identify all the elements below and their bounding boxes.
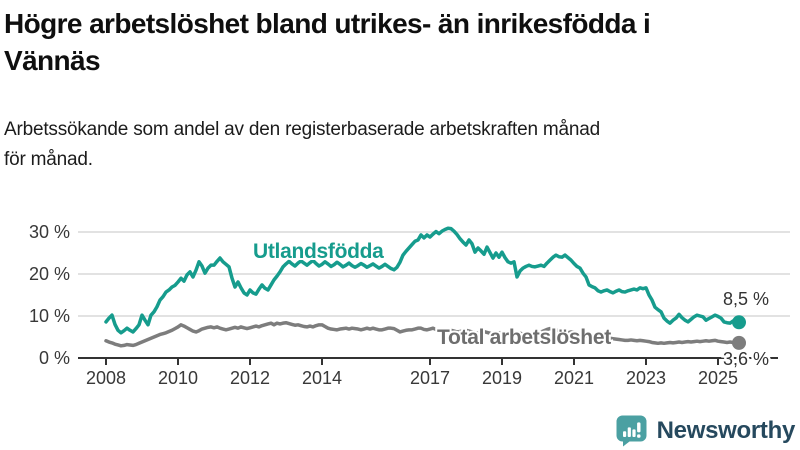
x-axis-label-2008: 2008 <box>86 368 126 388</box>
x-axis-label-2021: 2021 <box>554 368 594 388</box>
bar-chart-speech-bubble-icon <box>616 415 647 447</box>
x-axis-label-2025: 2025 <box>698 368 738 388</box>
x-axis-label-2012: 2012 <box>230 368 270 388</box>
series-label-utlandsfodda: Utlandsfödda <box>253 240 384 263</box>
series-label-total-arbetsloshet: Total arbetslöshet <box>437 326 611 349</box>
y-axis-label-0: 0 % <box>39 348 70 368</box>
newsworthy-wordmark: Newsworthy <box>656 416 796 444</box>
chart-subtitle-line2: för månad. <box>4 149 93 170</box>
y-axis-label-30: 30 % <box>29 222 70 242</box>
newsworthy-logo[interactable]: Newsworthy <box>615 414 795 447</box>
chart-subtitle-line1: Arbetssökande som andel av den registerb… <box>4 119 601 140</box>
page-title: Högre arbetslöshet bland utrikes- än inr… <box>4 5 796 79</box>
total-arbetsloshet-line <box>104 320 741 348</box>
page-title-line2: Vännäs <box>4 45 101 76</box>
x-axis-label-2014: 2014 <box>302 368 342 388</box>
x-axis-label-2010: 2010 <box>158 368 198 388</box>
x-axis-label-2023: 2023 <box>626 368 666 388</box>
x-axis-label-2017: 2017 <box>410 368 450 388</box>
y-axis-label-10: 10 % <box>29 306 70 326</box>
end-value-label-total-arbetsloshet: 3,6 % <box>723 349 769 369</box>
end-dot-total-arbetsloshet <box>732 335 746 350</box>
utlandsfodda-line <box>104 226 741 335</box>
chart-subtitle: Arbetssökande som andel av den registerb… <box>4 115 796 175</box>
end-dot-utlandsfodda <box>732 315 746 330</box>
y-axis-label-20: 20 % <box>29 264 70 284</box>
page-title-line1: Högre arbetslöshet bland utrikes- än inr… <box>4 8 651 39</box>
end-value-label-utlandsfodda: 8,5 % <box>723 289 769 309</box>
x-axis-label-2019: 2019 <box>482 368 522 388</box>
